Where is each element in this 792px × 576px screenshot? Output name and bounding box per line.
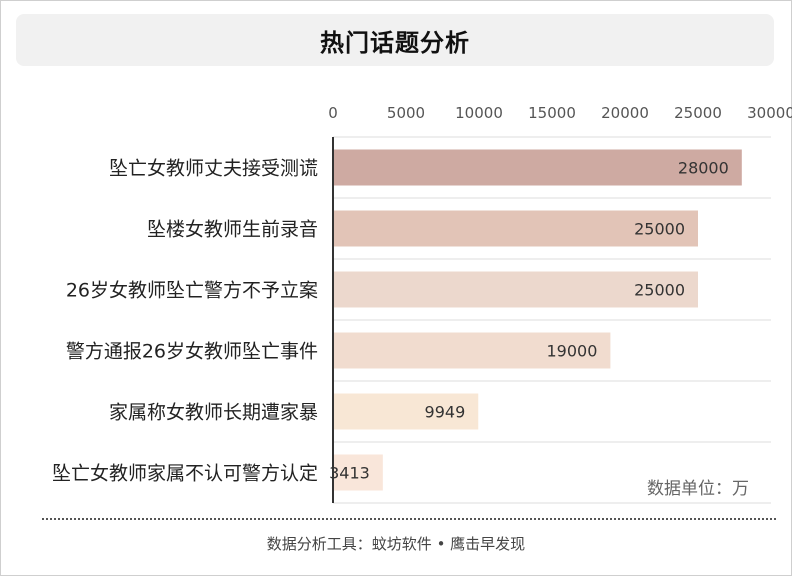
x-tick-label: 25000 [674,104,722,122]
bar-value-label: 28000 [678,159,729,178]
footer-divider [42,518,776,520]
bar-value-label: 25000 [634,281,685,300]
bar [333,210,698,247]
bar [333,393,479,430]
x-tick-label: 20000 [601,104,649,122]
x-tick-label: 15000 [528,104,576,122]
bar-value-label: 19000 [546,342,597,361]
unit-note: 数据单位：万 [647,479,749,499]
category-label: 坠亡女教师丈夫接受测谎 [109,158,318,180]
bar-value-label: 9949 [425,403,466,422]
title-bar: 热门话题分析 [16,14,774,66]
x-tick-label: 30000 [747,104,792,122]
x-tick-label: 0 [328,104,338,122]
category-label: 坠亡女教师家属不认可警方认定 [52,463,318,485]
bar-value-label: 25000 [634,220,685,239]
x-tick-label: 10000 [455,104,503,122]
bar [333,271,698,308]
bar [333,149,742,186]
bar [333,454,383,491]
category-label: 坠楼女教师生前录音 [147,219,318,241]
x-tick-label: 5000 [387,104,425,122]
category-label: 26岁女教师坠亡警方不予立案 [66,280,318,302]
bar-value-label: 3413 [329,464,370,483]
bar [333,332,611,369]
footer-credit: 数据分析工具：蚊坊软件 • 鹰击早发现 [266,535,526,553]
category-label: 家属称女教师长期遭家暴 [109,402,318,424]
category-label: 警方通报26岁女教师坠亡事件 [66,341,318,363]
page-title: 热门话题分析 [320,28,470,57]
